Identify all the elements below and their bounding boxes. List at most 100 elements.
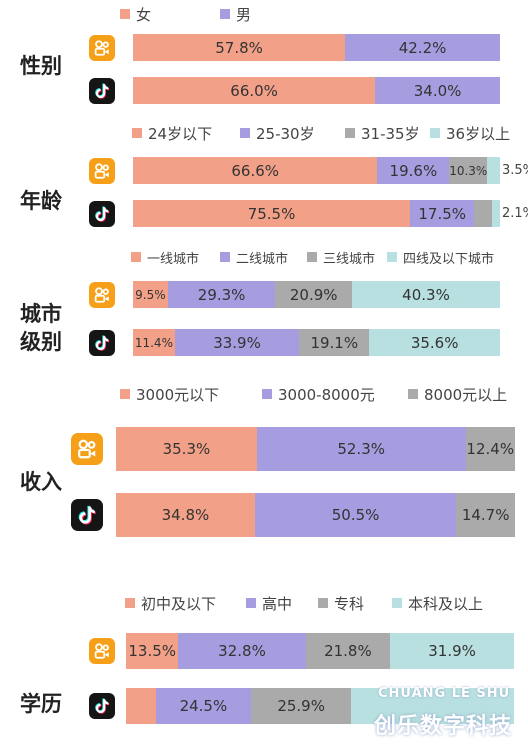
legend-label: 36岁以上 [446, 124, 511, 143]
legend-swatch [125, 598, 135, 608]
legend-label: 一线城市 [147, 251, 200, 267]
legend-label: 3000元以下 [136, 385, 220, 404]
legend-swatch [246, 598, 256, 608]
stacked-bar: 66.6% 19.6% 10.3% [133, 157, 500, 184]
stacked-bar: 24.5% 25.9% [126, 688, 514, 724]
legend-item: 25-30岁 [240, 122, 315, 144]
legend: 一线城市 二线城市 三线城市 四线及以下城市 [0, 246, 528, 268]
bar-segment: 24.5% [155, 688, 251, 724]
bar-segment: 12.4% [465, 427, 515, 471]
category-label: 年龄 [20, 189, 62, 213]
legend-label: 女 [136, 5, 152, 24]
category-label: 收入 [20, 470, 62, 494]
legend-swatch [120, 389, 130, 399]
legend-item: 36岁以上 [430, 122, 510, 144]
category-label: 学历 [20, 692, 62, 716]
stacked-bar: 34.8% 50.5% 14.7% [116, 493, 515, 537]
bar-segment: 33.9% [174, 329, 300, 356]
legend-label: 二线城市 [236, 251, 289, 267]
legend-swatch [318, 598, 328, 608]
stacked-bar: 9.5% 29.3% 20.9% 40.3% [133, 281, 500, 308]
bar-segment: 57.8% [133, 34, 346, 61]
bar-segment: 32.8% [178, 633, 306, 669]
legend-item: 3000-8000元 [262, 383, 375, 405]
legend-swatch [132, 128, 142, 138]
bar-segment: 34.8% [116, 493, 255, 537]
stacked-bar: 11.4% 33.9% 19.1% 35.6% [133, 329, 500, 356]
bar-segment: 31.9% [390, 633, 514, 669]
legend-label: 四线及以下城市 [403, 251, 495, 267]
bar-segment: 52.3% [256, 427, 466, 471]
legend-item: 初中及以下 [125, 592, 216, 614]
bar-segment [492, 200, 500, 227]
legend-swatch [220, 9, 230, 19]
legend-item: 8000元以上 [408, 383, 507, 405]
legend: 女男 [0, 3, 528, 25]
bar-segment [474, 200, 493, 227]
legend: 3000元以下 3000-8000元 8000元以上 [0, 383, 528, 405]
bar-segment: 9.5% [133, 281, 168, 308]
legend-swatch [262, 389, 272, 399]
bar-segment: 40.3% [352, 281, 500, 308]
legend-swatch [220, 252, 230, 262]
douyin-app-icon [89, 200, 115, 227]
category-label: 性别 [20, 54, 62, 78]
legend-label: 初中及以下 [141, 594, 217, 613]
legend-item: 三线城市 [307, 246, 375, 268]
legend-swatch [131, 252, 141, 262]
kuaishou-app-icon [89, 281, 115, 308]
legend-item: 高中 [246, 592, 292, 614]
legend-label: 本科及以上 [408, 594, 484, 613]
legend-swatch [430, 128, 440, 138]
legend-swatch [387, 252, 397, 262]
legend-item: 一线城市 [131, 246, 199, 268]
legend-item: 专科 [318, 592, 364, 614]
bar-segment: 35.6% [369, 329, 500, 356]
bar-segment: 35.3% [116, 427, 257, 471]
legend-item: 男 [220, 3, 251, 25]
legend: 24岁以下 25-30岁 31-35岁 36岁以上 [0, 122, 528, 144]
legend-label: 三线城市 [323, 251, 376, 267]
legend-swatch [307, 252, 317, 262]
bar-segment: 34.0% [375, 77, 500, 104]
legend-swatch [240, 128, 250, 138]
douyin-app-icon [71, 499, 103, 531]
bar-segment: 66.0% [133, 77, 376, 104]
bar-segment: 21.8% [305, 633, 391, 669]
kuaishou-app-icon [71, 433, 103, 465]
legend-label: 25-30岁 [256, 124, 315, 143]
stacked-bar: 13.5% 32.8% 21.8% 31.9% [126, 633, 514, 669]
stacked-bar: 66.0% 34.0% [133, 77, 500, 104]
legend-label: 专科 [334, 594, 365, 613]
bar-segment: 75.5% [133, 200, 411, 227]
bar-segment: 10.3% [449, 157, 488, 184]
legend-label: 8000元以上 [424, 385, 508, 404]
legend-item: 四线及以下城市 [387, 246, 494, 268]
data-label: 2.1% [502, 205, 528, 221]
legend-swatch [408, 389, 418, 399]
legend-swatch [345, 128, 355, 138]
data-label: 3.5% [502, 162, 528, 178]
legend-label: 高中 [262, 594, 293, 613]
bar-segment: 13.5% [126, 633, 179, 669]
bar-segment: 17.5% [410, 200, 475, 227]
douyin-app-icon [89, 693, 115, 719]
kuaishou-app-icon [89, 157, 115, 184]
bar-segment: 20.9% [275, 281, 353, 308]
legend-item: 本科及以上 [392, 592, 483, 614]
legend-item: 31-35岁 [345, 122, 420, 144]
legend-swatch [392, 598, 402, 608]
douyin-app-icon [89, 77, 115, 104]
douyin-app-icon [89, 329, 115, 356]
legend-label: 男 [236, 5, 252, 24]
kuaishou-app-icon [89, 638, 115, 664]
legend-item: 3000元以下 [120, 383, 219, 405]
category-label: 城市级别 [20, 302, 62, 354]
legend-item: 二线城市 [220, 246, 288, 268]
bar-segment: 19.6% [377, 157, 450, 184]
bar-segment: 66.6% [133, 157, 378, 184]
bar-segment [126, 688, 156, 724]
legend-item: 女 [120, 3, 151, 25]
legend-swatch [120, 9, 130, 19]
bar-segment: 42.2% [345, 34, 500, 61]
